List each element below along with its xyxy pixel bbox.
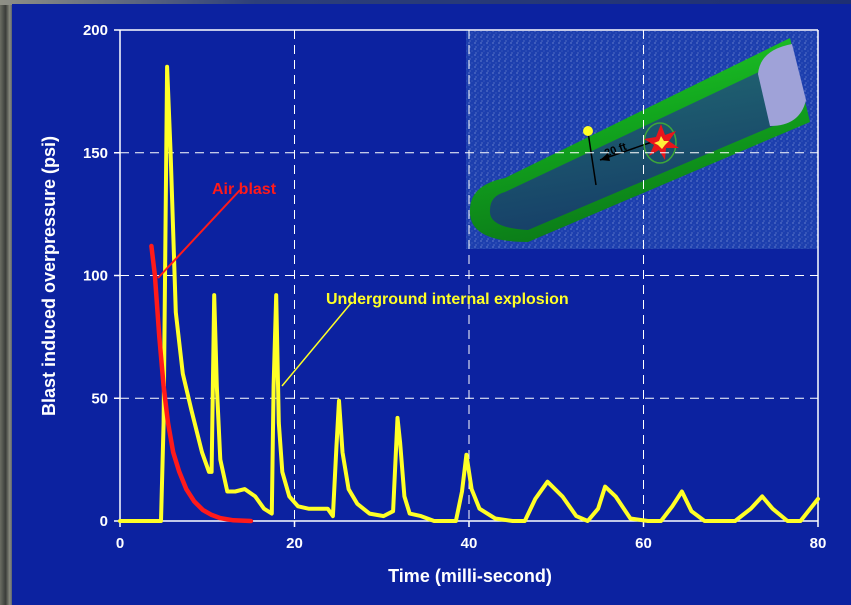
y-tick-labels: 0 50 100 150 200 [83, 22, 120, 530]
y-tick-label: 150 [83, 145, 108, 162]
left-window-edge [0, 0, 14, 605]
air-blast-annotation: Air blast [212, 181, 277, 198]
x-tick-labels: 0 20 40 60 80 [116, 521, 827, 552]
air-blast-series [149, 243, 254, 524]
x-tick-label: 20 [286, 535, 303, 552]
y-tick-label: 200 [83, 22, 108, 39]
underground-annotation: Underground internal explosion [326, 291, 569, 308]
underground-leader [281, 301, 353, 387]
x-tick-label: 80 [810, 535, 827, 552]
tunnel-inset: 20 ft [466, 31, 818, 249]
x-tick-label: 0 [116, 535, 124, 552]
top-window-edge [0, 0, 851, 5]
y-axis-title: Blast induced overpressure (psi) [39, 136, 59, 416]
arrow-head-icon [600, 153, 610, 161]
gauge-line [587, 131, 597, 186]
grid-lines [120, 30, 818, 521]
y-tick-label: 100 [83, 268, 108, 285]
tunnel-end-opening [758, 44, 806, 126]
gauge-point-icon [583, 126, 593, 136]
explosion-core-icon [654, 136, 669, 149]
series-lines [118, 64, 820, 524]
x-tick-label: 60 [635, 535, 652, 552]
y-tick-label: 50 [91, 390, 108, 407]
x-tick-label: 40 [461, 535, 478, 552]
annotations: Air blast Underground internal explosion [157, 181, 569, 387]
air-blast-leader [157, 189, 241, 279]
y-tick-label: 0 [100, 513, 108, 530]
underground-explosion-series [118, 64, 820, 523]
x-axis-title: Time (milli-second) [388, 566, 552, 586]
